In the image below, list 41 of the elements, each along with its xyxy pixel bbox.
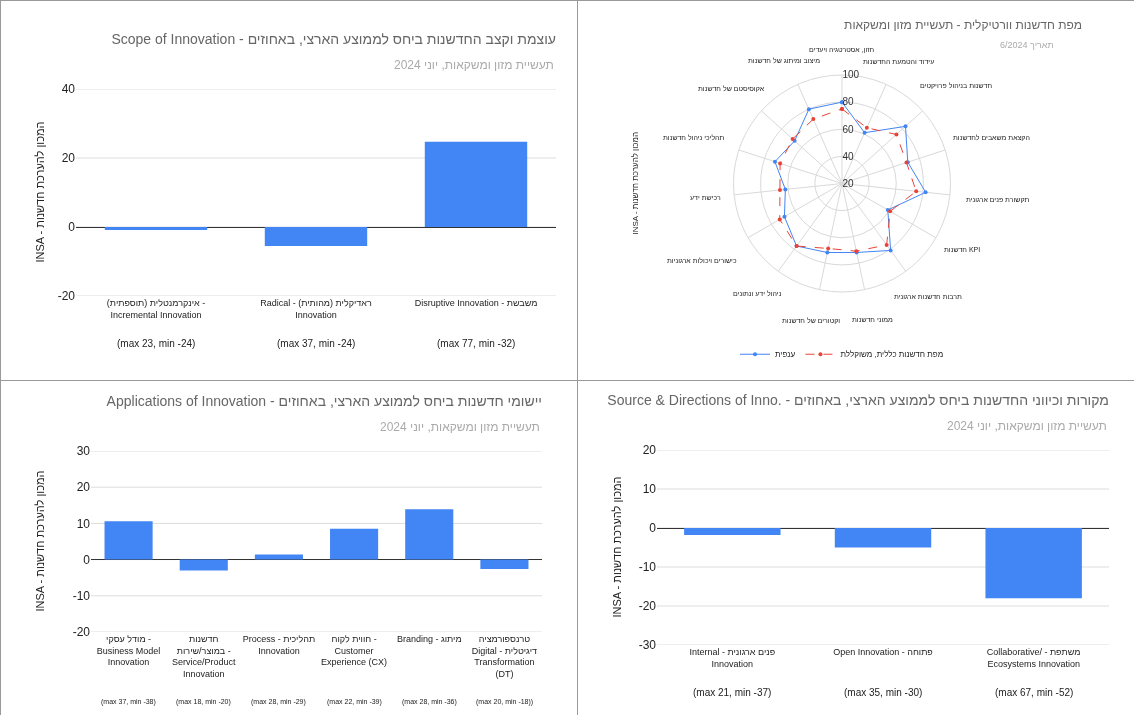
chart-subtitle: תאריך 6/2024 xyxy=(1000,40,1054,50)
y-tick-label: -30 xyxy=(638,638,657,653)
y-tick-label: 0 xyxy=(68,220,76,235)
legend-label: מפת חדשנות כללית, משוקללת xyxy=(840,350,944,360)
chart-title: מפת חדשנות וורטיקלית - תעשיית מזון ומשקאות xyxy=(844,18,1082,33)
bar xyxy=(330,528,379,560)
legend-label: ענפית xyxy=(775,350,796,360)
y-tick-label: 80 xyxy=(842,96,855,108)
bar xyxy=(254,554,303,560)
y-tick-label: 20 xyxy=(642,443,657,458)
y-tick-label: 20 xyxy=(76,480,91,495)
y-tick-label: 40 xyxy=(842,150,855,162)
y-tick-label: -20 xyxy=(638,599,657,614)
y-tick-label: 10 xyxy=(76,516,91,531)
y-tick-label: -20 xyxy=(57,289,76,304)
y-tick-label: 0 xyxy=(83,552,91,567)
y-axis-title: INSA - המכון להערכת חדשנות xyxy=(610,476,623,618)
y-tick-label: -20 xyxy=(72,625,91,640)
bar xyxy=(104,521,153,560)
y-tick-label: 100 xyxy=(842,69,860,81)
chart-subtitle: תעשיית מזון ומשקאות, יוני 2024 xyxy=(947,419,1107,433)
y-tick-label: 0 xyxy=(649,521,657,536)
y-tick-label: 10 xyxy=(642,482,657,497)
y-tick-label: -10 xyxy=(72,589,91,603)
bar xyxy=(179,559,228,571)
y-axis-title: INSA - המכון להערכת חדשנות xyxy=(33,121,46,263)
chart-title: Applications of Innovation - יישומי חדשנות ביחס לממוצע הארצי, באחוזים xyxy=(106,392,542,409)
chart-title: Source & Directions of Inno. - מקורות וכיווני החדשנות ביחס לממוצע הארצי, באחוזים xyxy=(607,391,1109,408)
chart-subtitle: תעשיית מזון ומשקאות, יוני 2024 xyxy=(394,58,554,72)
y-tick-label: -10 xyxy=(638,560,657,575)
bar xyxy=(405,509,454,560)
y-tick-label: 20 xyxy=(61,151,76,166)
y-tick-label: 30 xyxy=(76,444,91,459)
bar xyxy=(480,559,529,570)
y-tick-label: 40 xyxy=(61,82,76,97)
y-tick-label: 60 xyxy=(842,123,855,135)
chart-title: Scope of Innovation - עוצמת וקצב החדשנות ביחס לממוצע הארצי, באחוזים xyxy=(111,30,556,47)
y-axis-title: INSA - המכון להערכת חדשנות xyxy=(33,470,46,612)
y-tick-label: 20 xyxy=(842,177,855,189)
text: INSA - המכון להערכת חדשנות xyxy=(630,131,640,235)
chart-subtitle: תעשיית מזון ומשקאות, יוני 2024 xyxy=(380,420,540,434)
